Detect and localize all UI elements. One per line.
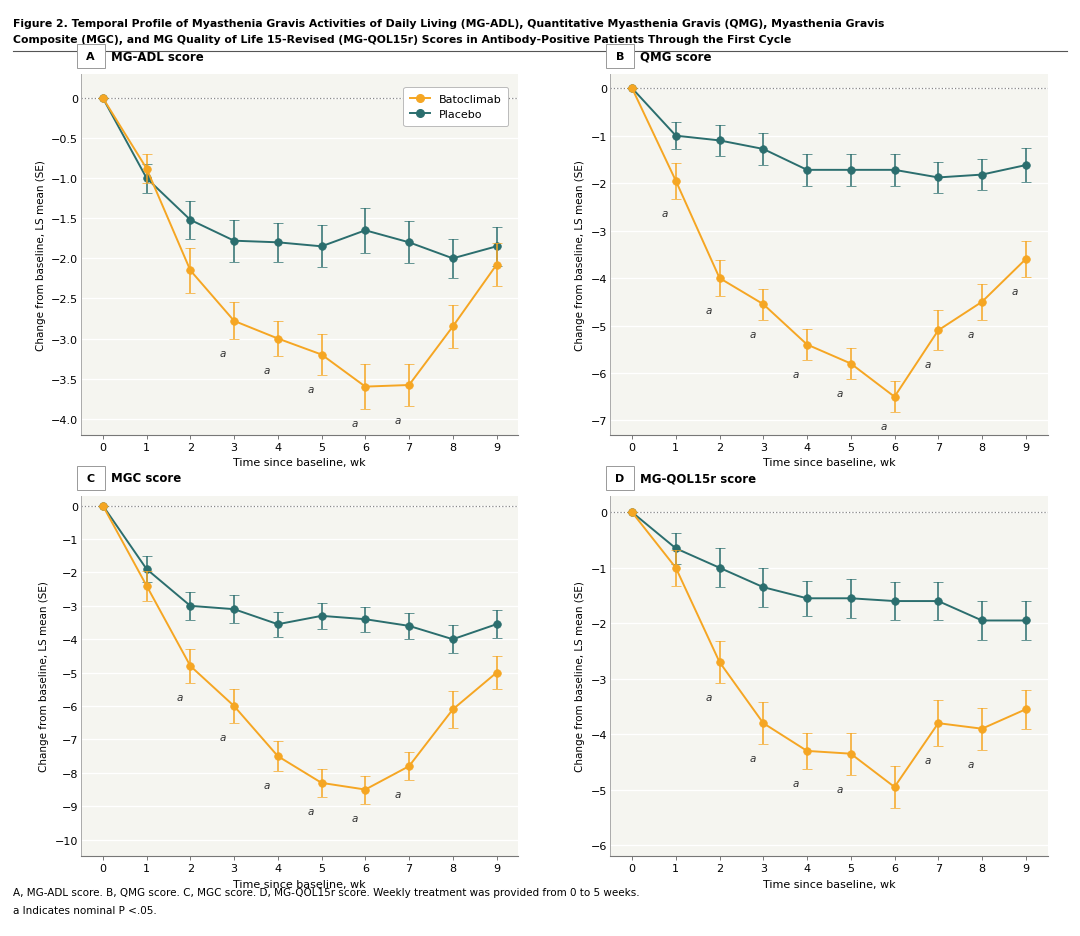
Text: D: D bbox=[616, 474, 624, 483]
Text: a: a bbox=[662, 209, 669, 219]
X-axis label: Time since baseline, wk: Time since baseline, wk bbox=[233, 879, 366, 889]
Text: A: A bbox=[86, 52, 95, 62]
Text: a: a bbox=[176, 692, 183, 702]
Text: a: a bbox=[351, 418, 357, 429]
Text: a: a bbox=[793, 370, 799, 380]
Text: Figure 2. Temporal Profile of Myasthenia Gravis Activities of Daily Living (MG-A: Figure 2. Temporal Profile of Myasthenia… bbox=[13, 19, 885, 29]
Text: a: a bbox=[750, 329, 756, 340]
Text: a: a bbox=[220, 732, 227, 742]
Text: a: a bbox=[793, 778, 799, 788]
Y-axis label: Change from baseline, LS mean (SE): Change from baseline, LS mean (SE) bbox=[576, 581, 585, 771]
Text: a: a bbox=[351, 812, 357, 823]
X-axis label: Time since baseline, wk: Time since baseline, wk bbox=[233, 458, 366, 468]
Text: a: a bbox=[1012, 286, 1018, 297]
Text: a: a bbox=[705, 693, 712, 702]
Text: a: a bbox=[968, 759, 974, 769]
Y-axis label: Change from baseline, LS mean (SE): Change from baseline, LS mean (SE) bbox=[576, 160, 585, 350]
Text: a: a bbox=[308, 385, 314, 395]
Text: a: a bbox=[395, 789, 402, 799]
Text: a: a bbox=[264, 366, 270, 375]
Text: A, MG-ADL score. B, QMG score. C, MGC score. D, MG-QOL15r score. Weekly treatmen: A, MG-ADL score. B, QMG score. C, MGC sc… bbox=[13, 887, 639, 898]
Text: MG-QOL15r score: MG-QOL15r score bbox=[640, 472, 757, 485]
X-axis label: Time since baseline, wk: Time since baseline, wk bbox=[762, 458, 895, 468]
Text: C: C bbox=[86, 474, 95, 483]
Text: MG-ADL score: MG-ADL score bbox=[111, 51, 204, 64]
Text: a: a bbox=[308, 806, 314, 816]
Text: QMG score: QMG score bbox=[640, 51, 712, 64]
Text: a: a bbox=[220, 349, 227, 358]
Text: a: a bbox=[705, 306, 712, 315]
Y-axis label: Change from baseline, LS mean (SE): Change from baseline, LS mean (SE) bbox=[36, 160, 45, 350]
Text: MGC score: MGC score bbox=[111, 472, 181, 485]
Text: a: a bbox=[395, 416, 402, 425]
Text: a: a bbox=[750, 753, 756, 764]
Text: Composite (MGC), and MG Quality of Life 15-Revised (MG-QOL15r) Scores in Antibod: Composite (MGC), and MG Quality of Life … bbox=[13, 35, 792, 45]
Text: a: a bbox=[264, 781, 270, 790]
Legend: Batoclimab, Placebo: Batoclimab, Placebo bbox=[404, 88, 509, 127]
Text: a: a bbox=[924, 359, 931, 370]
X-axis label: Time since baseline, wk: Time since baseline, wk bbox=[762, 879, 895, 889]
Text: B: B bbox=[616, 52, 624, 62]
Text: a: a bbox=[837, 784, 843, 794]
Text: a: a bbox=[880, 422, 887, 431]
Text: a: a bbox=[837, 388, 843, 399]
Text: a Indicates nominal P <.05.: a Indicates nominal P <.05. bbox=[13, 905, 157, 915]
Y-axis label: Change from baseline, LS mean (SE): Change from baseline, LS mean (SE) bbox=[39, 581, 50, 771]
Text: a: a bbox=[968, 329, 974, 340]
Text: a: a bbox=[924, 755, 931, 766]
